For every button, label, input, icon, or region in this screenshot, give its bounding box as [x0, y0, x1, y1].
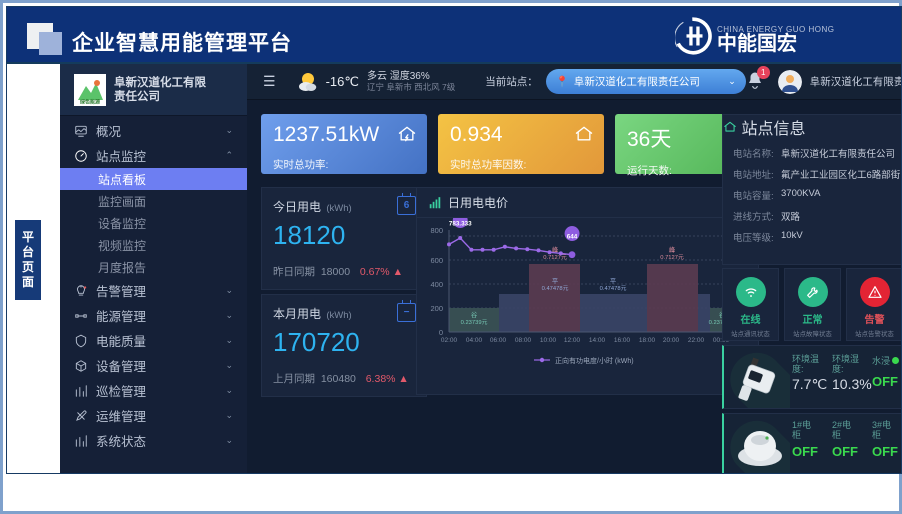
svg-text:18:00: 18:00 — [639, 337, 656, 344]
svg-text:绿色能源: 绿色能源 — [80, 98, 100, 105]
svg-text:峰: 峰 — [669, 245, 676, 254]
svg-text:0.7127元: 0.7127元 — [543, 254, 567, 261]
svg-text:10:00: 10:00 — [540, 337, 557, 344]
svg-text:20:00: 20:00 — [663, 337, 680, 344]
svg-text:02:00: 02:00 — [441, 337, 458, 344]
svg-text:783.333: 783.333 — [449, 221, 472, 228]
svg-text:平: 平 — [610, 277, 616, 285]
svg-text:0.47478元: 0.47478元 — [542, 285, 569, 292]
svg-text:800: 800 — [430, 226, 443, 235]
svg-text:644: 644 — [567, 234, 578, 241]
svg-text:08:00: 08:00 — [515, 337, 532, 344]
svg-text:04:00: 04:00 — [466, 337, 483, 344]
svg-text:14:00: 14:00 — [589, 337, 606, 344]
svg-text:16:00: 16:00 — [614, 337, 631, 344]
svg-text:400: 400 — [430, 280, 443, 289]
svg-text:600: 600 — [430, 256, 443, 265]
svg-text:0: 0 — [439, 328, 443, 337]
svg-text:0.47478元: 0.47478元 — [600, 285, 627, 292]
svg-text:中能国宏: 中能国宏 — [717, 31, 797, 55]
svg-text:22:00: 22:00 — [688, 337, 705, 344]
svg-text:200: 200 — [430, 304, 443, 313]
svg-text:12:00: 12:00 — [564, 337, 581, 344]
svg-text:平: 平 — [552, 277, 558, 285]
svg-text:0.23739元: 0.23739元 — [461, 319, 488, 326]
svg-text:0.7127元: 0.7127元 — [660, 254, 684, 261]
svg-text:谷: 谷 — [471, 310, 478, 319]
svg-text:06:00: 06:00 — [490, 337, 507, 344]
svg-text:正向有功电度/小时 (kWh): 正向有功电度/小时 (kWh) — [555, 356, 634, 365]
